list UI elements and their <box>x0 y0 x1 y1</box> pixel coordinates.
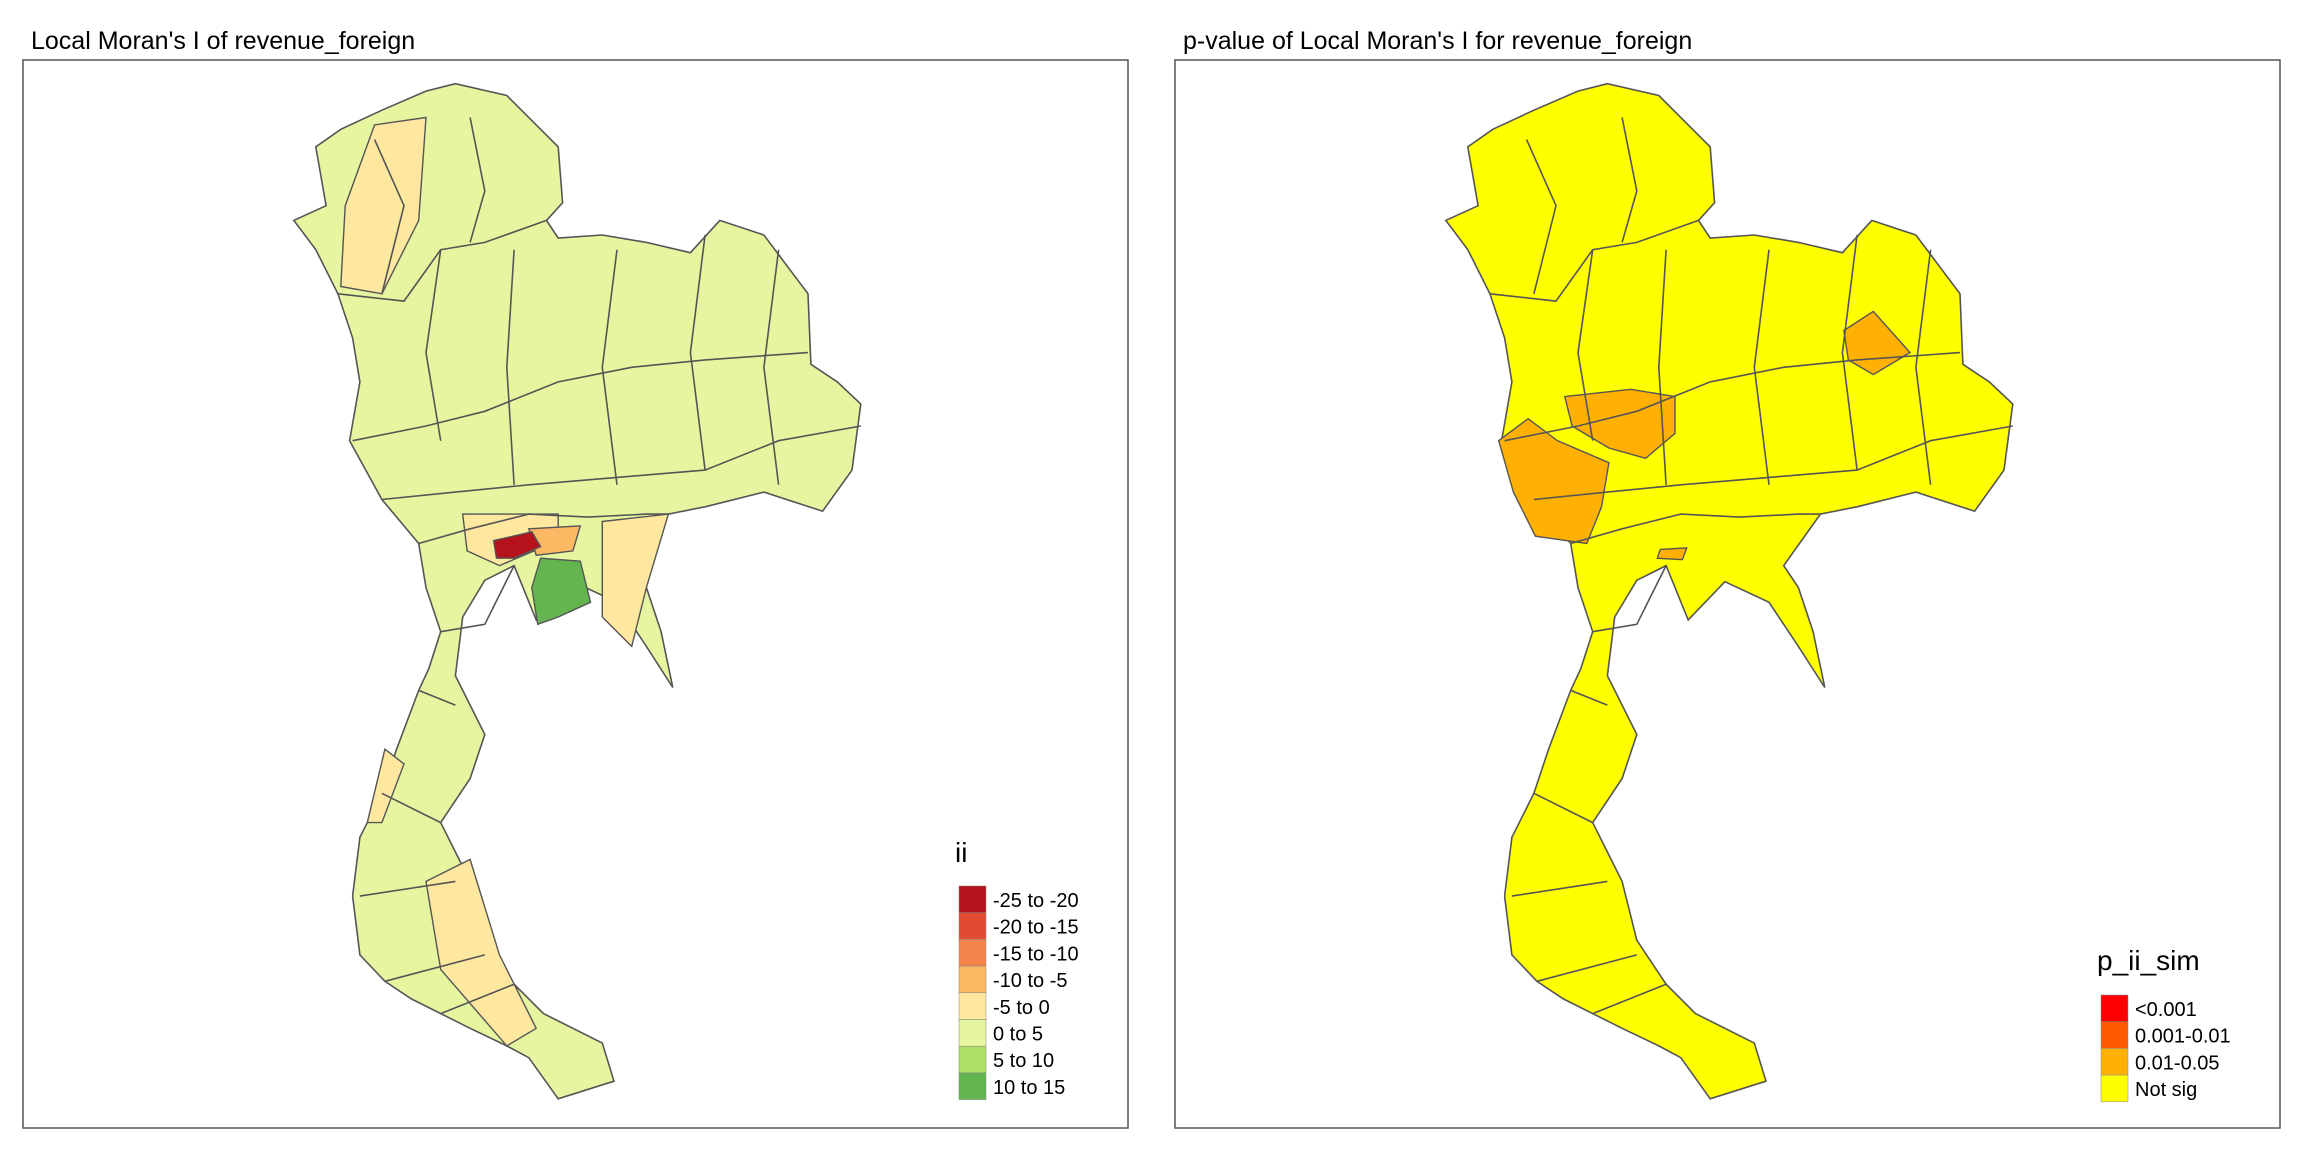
region <box>531 557 592 626</box>
legend-swatch <box>2100 1074 2129 1103</box>
province-border <box>418 689 456 706</box>
legend-swatch <box>958 1019 987 1047</box>
region <box>492 531 542 559</box>
province-border <box>1592 983 1667 1015</box>
province-border <box>1753 249 1770 485</box>
map <box>1444 82 2014 1100</box>
legend-label: 5 to 10 <box>993 1050 1054 1072</box>
legend-swatch <box>958 912 987 940</box>
province-border <box>1536 954 1638 983</box>
legend-label: 0.001-0.01 <box>2135 1026 2231 1048</box>
province-border <box>505 249 515 485</box>
region <box>1497 417 1610 545</box>
legend-swatch <box>958 965 987 994</box>
legend-label: 0 to 5 <box>993 1024 1043 1046</box>
country-area <box>292 82 862 1100</box>
legend-swatch <box>2100 1048 2129 1076</box>
province-border <box>469 117 486 243</box>
province-border <box>1592 565 1667 633</box>
province-border <box>384 954 486 983</box>
legend-title: p_ii_sim <box>2097 945 2200 976</box>
legend-swatch <box>958 992 987 1020</box>
province-border <box>440 565 515 633</box>
legend-swatch <box>958 939 987 967</box>
legend-label: -5 to 0 <box>993 997 1050 1019</box>
legend-label: 0.01-0.05 <box>2135 1052 2220 1074</box>
region <box>601 513 670 648</box>
region <box>1656 547 1688 561</box>
province-border <box>601 249 618 485</box>
province-border <box>1621 117 1638 243</box>
legend-title: ii <box>955 837 967 868</box>
province-border <box>1570 513 1821 545</box>
province-border <box>1657 249 1667 485</box>
legend-swatch <box>958 1072 987 1100</box>
province-border <box>352 351 809 442</box>
province-border <box>373 139 405 294</box>
province-border <box>1533 792 1594 824</box>
legend-swatch <box>2100 1021 2129 1049</box>
panel-title: p-value of Local Moran's I for revenue_f… <box>1183 27 1692 55</box>
legend-label: -10 to -5 <box>993 970 1067 992</box>
province-border <box>1570 689 1608 706</box>
province-border <box>425 249 442 441</box>
legend-swatch <box>958 885 987 913</box>
map <box>292 82 862 1100</box>
province-border <box>418 513 669 545</box>
province-border <box>1511 880 1608 897</box>
province-border <box>381 425 861 501</box>
province-border <box>763 249 780 485</box>
province-border <box>359 880 456 897</box>
region <box>425 858 538 1047</box>
panel-title: Local Moran's I of revenue_foreign <box>31 27 415 55</box>
province-border <box>1577 249 1594 441</box>
province-border <box>689 234 706 471</box>
legend-label: Not sig <box>2135 1079 2197 1101</box>
province-border <box>440 983 515 1015</box>
panel-frame <box>22 59 1129 1129</box>
region <box>1843 310 1912 376</box>
legend-swatch <box>2100 994 2129 1022</box>
legend-label: <0.001 <box>2135 999 2197 1021</box>
province-border <box>381 792 442 824</box>
legend-label: -25 to -20 <box>993 890 1079 912</box>
province-border <box>1504 351 1961 442</box>
province-border <box>1525 139 1557 294</box>
province-border <box>1915 249 1932 485</box>
province-border <box>1533 425 2013 501</box>
panel-frame <box>1174 59 2281 1129</box>
legend-label: 10 to 15 <box>993 1077 1065 1099</box>
province-border <box>1841 234 1858 471</box>
legend-label: -15 to -10 <box>993 943 1079 965</box>
legend-swatch <box>958 1045 987 1074</box>
legend-label: -20 to -15 <box>993 917 1079 939</box>
region <box>366 747 405 824</box>
